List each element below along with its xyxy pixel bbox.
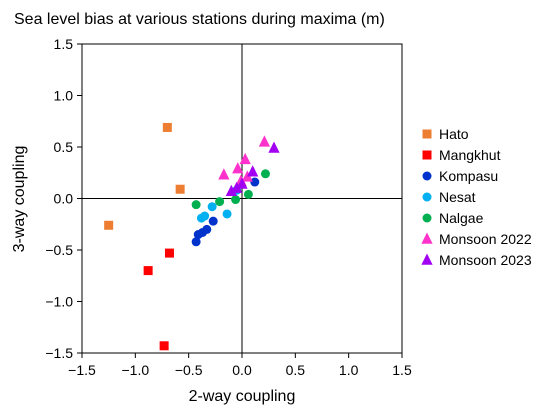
point-monsoon-2022 — [239, 152, 251, 165]
point-hato — [162, 122, 172, 132]
point-nesat — [200, 211, 210, 221]
legend-label-kompasu: Kompasu — [439, 168, 498, 184]
x-tick-label: −1.5 — [68, 362, 96, 378]
point-nalgae — [191, 200, 201, 210]
legend-label-nalgae: Nalgae — [439, 210, 484, 226]
point-monsoon-2023 — [236, 177, 248, 189]
point-nalgae — [260, 169, 270, 179]
point-monsoon-2022 — [218, 168, 230, 180]
legend-marker-monsoon-2022 — [421, 232, 433, 244]
x-tick-label: 0.0 — [232, 362, 252, 378]
legend-marker-hato — [422, 129, 432, 139]
point-mangkhut — [159, 341, 169, 351]
legend-label-hato: Hato — [439, 126, 469, 142]
point-nalgae — [243, 189, 253, 199]
point-nesat — [222, 209, 232, 219]
y-tick-label: 1.5 — [54, 36, 74, 52]
y-tick-label: 0.0 — [54, 191, 74, 207]
point-monsoon-2023 — [268, 141, 280, 153]
point-mangkhut — [164, 248, 174, 258]
point-nesat — [207, 202, 217, 212]
y-tick-label: 0.5 — [54, 139, 74, 155]
point-monsoon-2023 — [231, 181, 243, 193]
legend-marker-nalgae — [422, 213, 432, 223]
point-kompasu — [208, 216, 218, 226]
legend-label-monsoon-2023: Monsoon 2023 — [439, 252, 532, 268]
y-tick-label: −0.5 — [45, 242, 73, 258]
point-kompasu — [250, 177, 260, 187]
point-monsoon-2023 — [247, 165, 259, 177]
zero-lines — [82, 44, 402, 353]
legend: Hato Mangkhut Kompasu Nesat Nalgae Monsoon 20… — [421, 126, 532, 268]
x-tick-label: −1.0 — [122, 362, 150, 378]
legend-marker-mangkhut — [422, 150, 432, 160]
legend-label-nesat: Nesat — [439, 189, 476, 205]
y-tick-label: 1.0 — [54, 88, 74, 104]
point-nalgae — [231, 195, 241, 205]
x-axis-ticks: −1.5 −1.0 −0.5 0.0 0.5 1.0 1.5 — [68, 353, 412, 378]
legend-marker-kompasu — [422, 171, 432, 181]
y-tick-label: −1.0 — [45, 294, 73, 310]
data-points — [104, 122, 280, 351]
x-tick-label: −0.5 — [175, 362, 203, 378]
legend-marker-monsoon-2023 — [421, 253, 433, 265]
x-tick-label: 1.5 — [392, 362, 412, 378]
point-kompasu — [191, 237, 201, 247]
point-monsoon-2022 — [258, 135, 271, 147]
point-nalgae — [215, 197, 225, 207]
point-monsoon-2023 — [225, 184, 237, 197]
point-kompasu — [202, 224, 212, 234]
x-tick-label: 1.0 — [339, 362, 359, 378]
legend-label-monsoon-2022: Monsoon 2022 — [439, 231, 532, 247]
chart-title: Sea level bias at various stations durin… — [14, 11, 385, 28]
legend-marker-nesat — [422, 192, 432, 202]
x-axis-title: 2-way coupling — [189, 388, 296, 405]
point-hato — [175, 184, 185, 194]
point-mangkhut — [143, 266, 153, 276]
point-monsoon-2022 — [232, 162, 244, 174]
y-axis-title: 3-way coupling — [11, 146, 28, 253]
legend-label-mangkhut: Mangkhut — [439, 147, 501, 163]
y-axis-ticks: −1.5 −1.0 −0.5 0.0 0.5 1.0 1.5 — [45, 36, 82, 361]
point-hato — [104, 220, 114, 230]
x-tick-label: 0.5 — [286, 362, 306, 378]
y-tick-label: −1.5 — [45, 345, 73, 361]
